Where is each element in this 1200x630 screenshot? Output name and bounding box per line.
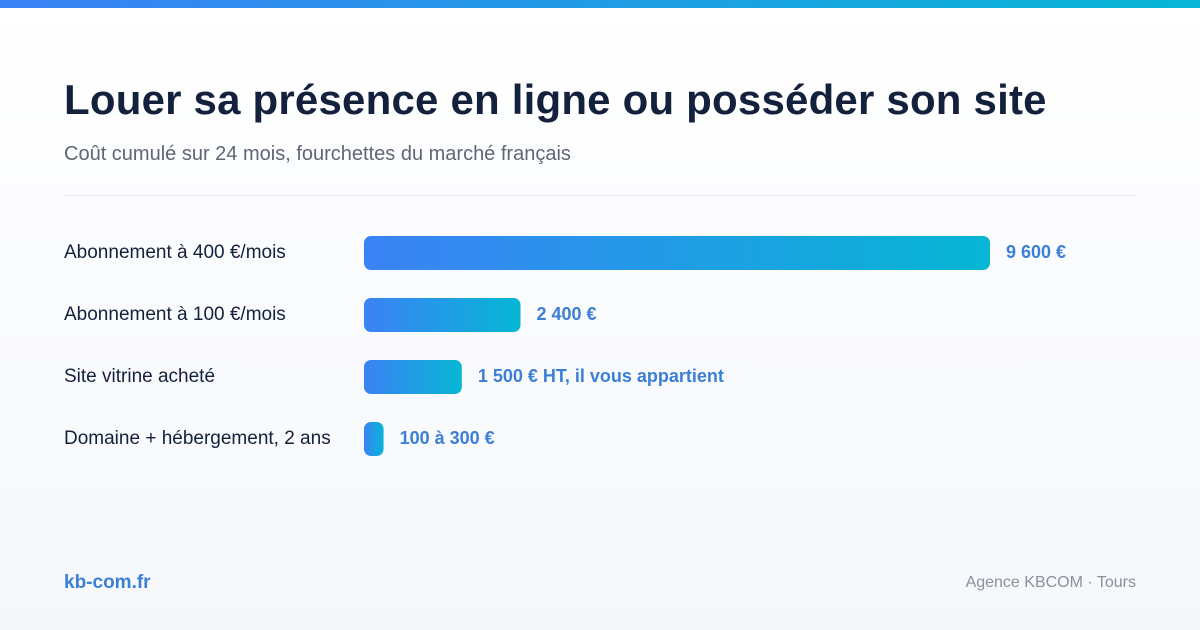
value-label: 2 400 € (537, 304, 597, 324)
site-link[interactable]: kb-com.fr (64, 572, 151, 593)
value-label: 1 500 € HT, il vous appartient (478, 366, 724, 386)
value-label: 9 600 € (1006, 242, 1066, 262)
page-title: Louer sa présence en ligne ou posséder s… (64, 76, 1047, 123)
category-label: Domaine + hébergement, 2 ans (64, 428, 331, 449)
bar (364, 236, 990, 270)
value-label: 100 à 300 € (400, 428, 495, 448)
bar (364, 360, 462, 394)
bar (364, 298, 521, 332)
category-label: Abonnement à 100 €/mois (64, 304, 286, 325)
top-accent-bar (0, 0, 1200, 8)
category-label: Abonnement à 400 €/mois (64, 242, 286, 263)
divider (64, 195, 1136, 196)
agency-credit: Agence KBCOM · Tours (965, 574, 1136, 591)
bar (364, 422, 384, 456)
bar-chart: Abonnement à 400 €/mois 9 600 € Abonnement… (64, 236, 1066, 456)
category-label: Site vitrine acheté (64, 366, 215, 387)
page-subtitle: Coût cumulé sur 24 mois, fourchettes du … (64, 143, 571, 165)
